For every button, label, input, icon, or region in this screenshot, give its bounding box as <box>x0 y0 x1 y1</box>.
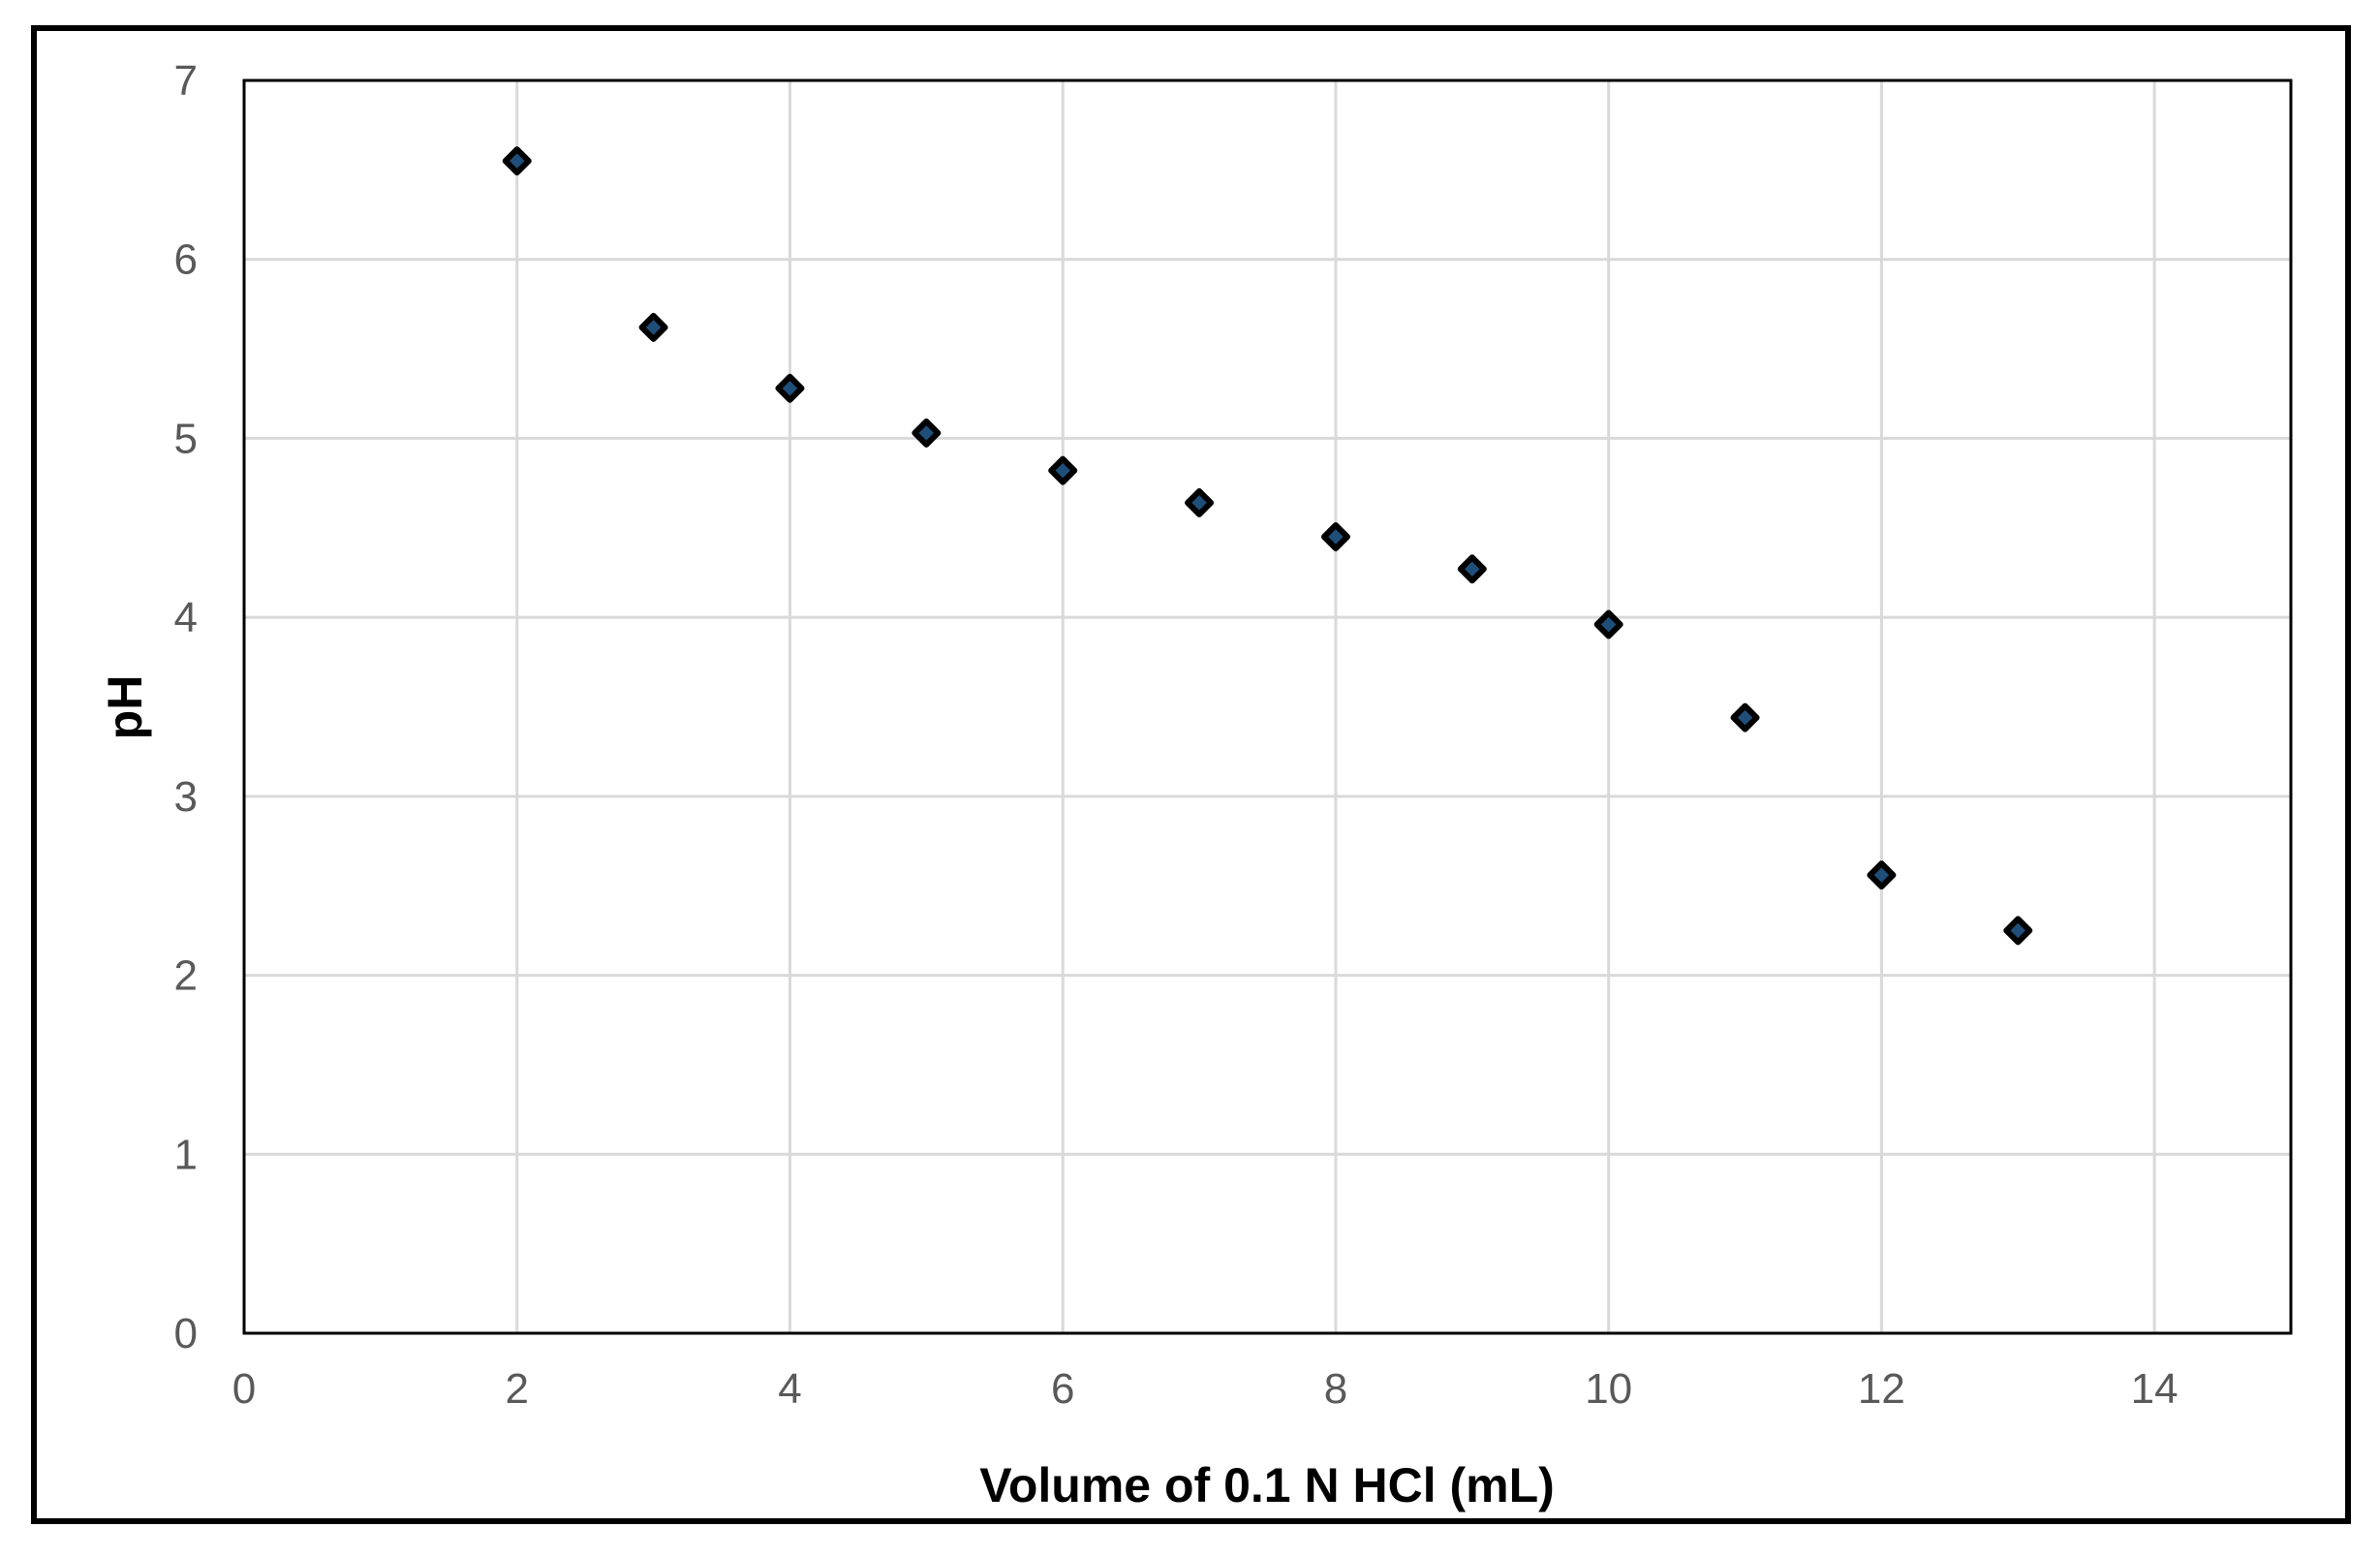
y-axis-title: pH <box>98 675 152 740</box>
x-tick-label: 2 <box>505 1365 528 1413</box>
data-point <box>1185 487 1215 517</box>
y-tick-label: 5 <box>174 415 198 462</box>
x-tick-label: 12 <box>1858 1365 1905 1413</box>
x-tick-label: 8 <box>1324 1365 1347 1413</box>
data-point <box>912 418 942 448</box>
plot-area <box>242 78 2293 1335</box>
x-tick-label: 4 <box>778 1365 801 1413</box>
data-point <box>1593 609 1623 639</box>
y-tick-label: 7 <box>174 57 198 105</box>
y-tick-label: 4 <box>174 594 198 641</box>
data-point <box>1457 554 1487 584</box>
data-point <box>1320 522 1350 552</box>
data-point <box>1730 702 1760 732</box>
y-tick-label: 0 <box>174 1310 198 1357</box>
x-tick-label: 10 <box>1585 1365 1632 1413</box>
data-point <box>1048 455 1078 485</box>
data-point <box>638 312 668 342</box>
x-tick-label: 0 <box>232 1365 256 1413</box>
x-tick-label: 6 <box>1051 1365 1074 1413</box>
y-tick-label: 1 <box>174 1131 198 1178</box>
x-axis-title: Volume of 0.1 N HCl (mL) <box>979 1458 1555 1512</box>
data-point <box>775 373 805 403</box>
y-tick-label: 2 <box>174 952 198 1000</box>
chart-frame <box>31 25 2351 1524</box>
grid-lines <box>244 80 2291 1333</box>
y-tick-label: 3 <box>174 773 198 821</box>
data-point <box>2003 916 2033 946</box>
data-points <box>502 146 2033 946</box>
data-point <box>1867 860 1897 890</box>
x-tick-label: 14 <box>2131 1365 2179 1413</box>
y-tick-label: 6 <box>174 236 198 284</box>
data-point <box>502 146 532 176</box>
